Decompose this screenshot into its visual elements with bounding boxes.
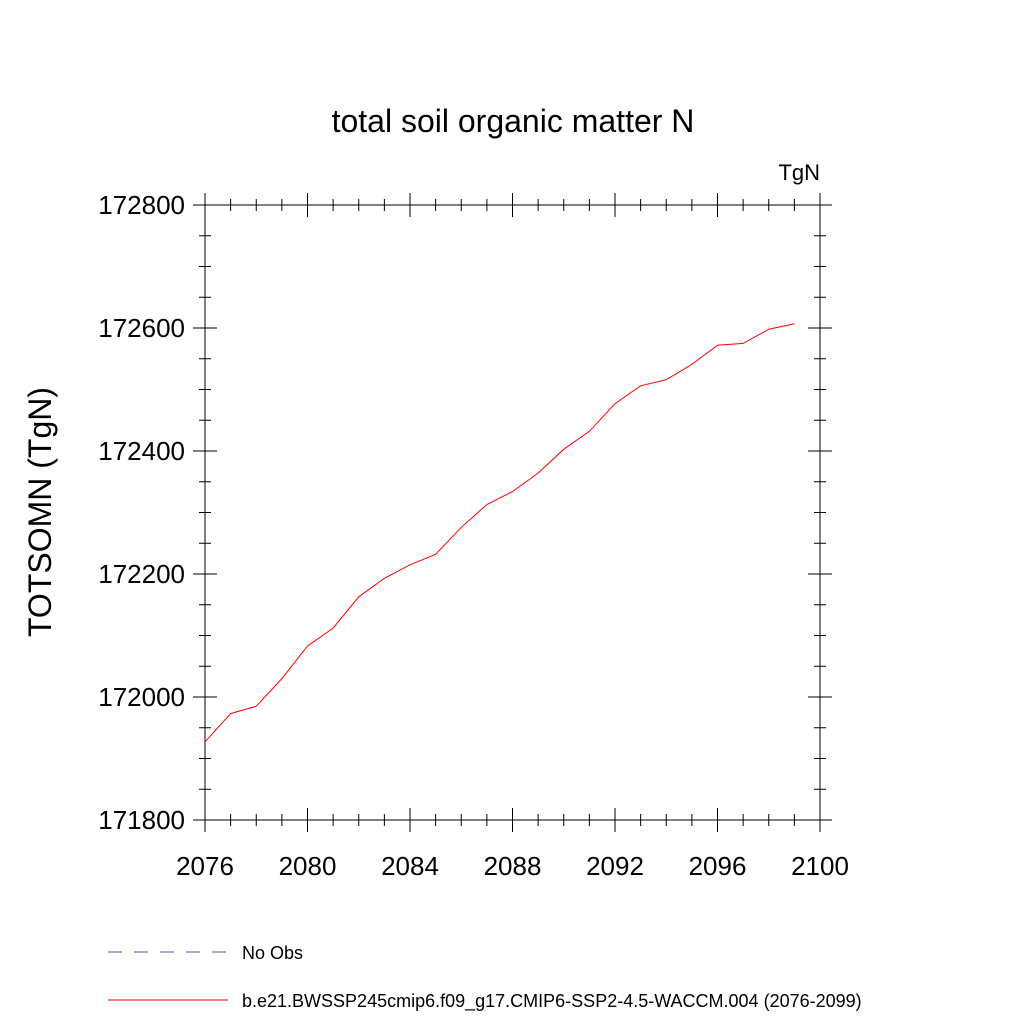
- x-tick-label: 2096: [689, 851, 747, 881]
- series-line: [204, 323, 795, 743]
- x-tick-label: 2080: [279, 851, 337, 881]
- legend-label: No Obs: [242, 943, 303, 963]
- y-tick-label: 172400: [98, 436, 185, 466]
- y-axis-label: TOTSOMN (TgN): [22, 387, 58, 637]
- y-tick-label: 172600: [98, 313, 185, 343]
- y-tick-label: 171800: [98, 805, 185, 835]
- x-tick-label: 2084: [381, 851, 439, 881]
- x-tick-label: 2092: [586, 851, 644, 881]
- y-tick-label: 172200: [98, 559, 185, 589]
- plot-frame: [204, 204, 821, 821]
- series-lines: [204, 323, 795, 743]
- axis-ticks: 2076 2080 2084 2088 2092 2096 2100 171800 172000…: [98, 190, 849, 881]
- legend: No Obs b.e21.BWSSP245cmip6.f09_g17.CMIP6-…: [108, 943, 862, 1012]
- x-tick-label: 2088: [484, 851, 542, 881]
- legend-label: b.e21.BWSSP245cmip6.f09_g17.CMIP6-SSP2-4…: [242, 991, 862, 1012]
- y-tick-label: 172000: [98, 682, 185, 712]
- y-tick-label: 172800: [98, 190, 185, 220]
- chart-title: total soil organic matter N: [332, 103, 695, 139]
- units-label: TgN: [778, 160, 820, 185]
- x-tick-label: 2100: [791, 851, 849, 881]
- x-tick-label: 2076: [176, 851, 234, 881]
